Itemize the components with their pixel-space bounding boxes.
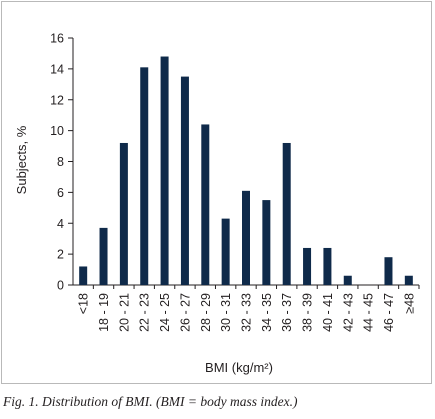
y-tick-label: 0 xyxy=(57,279,64,293)
x-axis-title: BMI (kg/m²) xyxy=(205,360,273,375)
y-tick-label: 16 xyxy=(50,32,64,46)
bars xyxy=(79,56,413,286)
x-tick-label: 44 - 45 xyxy=(362,293,376,332)
x-tick-label: 30 - 31 xyxy=(219,293,233,332)
bar xyxy=(160,56,169,286)
x-tick-label: 42 - 43 xyxy=(341,293,355,332)
x-tick-label: 34 - 35 xyxy=(260,293,274,332)
bar xyxy=(282,142,291,285)
x-tick-label: 32 - 33 xyxy=(240,293,254,332)
bar xyxy=(140,67,149,285)
bmi-bar-chart: 0 2 4 6 8 10 12 14 16 <18 18 - 19 20 - 21 22 - 23 24… xyxy=(14,32,420,375)
x-tick-label: 46 - 47 xyxy=(382,293,396,332)
bar xyxy=(180,76,189,285)
x-tick-label: 22 - 23 xyxy=(138,293,152,332)
x-tick-label: 24 - 25 xyxy=(158,293,172,332)
x-tick-label: <18 xyxy=(77,293,91,314)
y-tick-label: 6 xyxy=(57,186,64,200)
x-tick-label: 26 - 27 xyxy=(178,293,192,332)
x-tick-label: ≥48 xyxy=(402,293,416,314)
bar xyxy=(262,200,271,285)
y-tick-label: 10 xyxy=(50,124,64,138)
bar xyxy=(404,275,413,285)
x-axis: <18 18 - 19 20 - 21 22 - 23 24 - 25 26 - 27 28… xyxy=(73,284,420,332)
figure-caption: Fig. 1. Distribution of BMI. (BMI = body… xyxy=(3,394,298,409)
x-tick-label: 36 - 37 xyxy=(280,293,294,332)
x-tick-label: 20 - 21 xyxy=(117,293,131,332)
bar xyxy=(303,247,312,285)
bar xyxy=(384,257,393,285)
bar xyxy=(119,142,128,285)
x-tick-label: 28 - 29 xyxy=(199,293,213,332)
y-axis: 0 2 4 6 8 10 12 14 16 xyxy=(50,32,74,293)
bar xyxy=(99,227,108,285)
x-tick-label: 18 - 19 xyxy=(97,293,111,332)
y-tick-label: 2 xyxy=(57,248,64,262)
bar xyxy=(79,266,88,285)
bar xyxy=(201,124,210,285)
y-tick-label: 12 xyxy=(50,93,64,107)
bar xyxy=(323,247,332,285)
figure-frame: 0 2 4 6 8 10 12 14 16 <18 18 - 19 20 - 21 22 - 23 24… xyxy=(1,1,432,384)
x-tick-label: 38 - 39 xyxy=(301,293,315,332)
y-tick-label: 8 xyxy=(57,155,64,169)
bar xyxy=(242,190,250,285)
y-tick-label: 4 xyxy=(57,217,64,231)
y-axis-title: Subjects, % xyxy=(14,125,29,194)
bar xyxy=(343,275,352,285)
bar xyxy=(221,218,230,285)
x-tick-label: 40 - 41 xyxy=(321,293,335,332)
y-tick-label: 14 xyxy=(50,62,64,76)
